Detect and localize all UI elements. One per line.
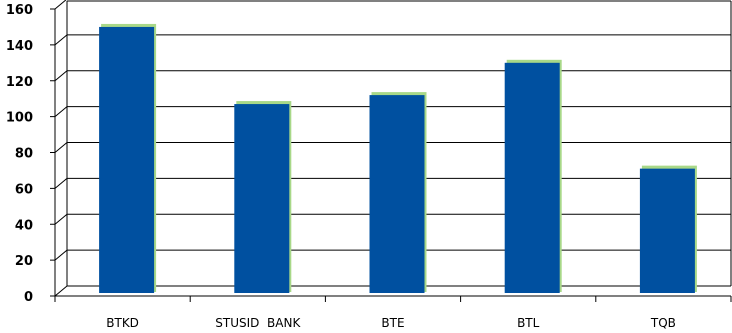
gridline-connector bbox=[54, 213, 68, 225]
y-tick-label: 60 bbox=[15, 182, 33, 197]
y-tick-label: 40 bbox=[15, 218, 33, 233]
bar bbox=[639, 168, 695, 293]
gridline-connector bbox=[54, 106, 68, 118]
bar bbox=[234, 104, 290, 293]
y-axis-ticks: 0 20 40 60 80 100 120 140 160 bbox=[6, 3, 55, 305]
gridline-connector bbox=[54, 34, 68, 46]
floor-connector bbox=[54, 285, 68, 297]
gridline-connector bbox=[54, 177, 68, 189]
x-tick-label: TQB bbox=[650, 316, 676, 330]
y-tick-label: 100 bbox=[6, 111, 33, 126]
y-tick-label: 140 bbox=[6, 39, 33, 54]
gridline-connector bbox=[54, 249, 68, 261]
y-tick-label: 80 bbox=[15, 147, 33, 162]
gridline-connector bbox=[54, 0, 67, 10]
bars bbox=[99, 23, 697, 293]
gridline-connector bbox=[54, 142, 68, 153]
bar bbox=[369, 95, 425, 293]
plot-frame bbox=[66, 0, 732, 286]
bar bbox=[504, 62, 560, 293]
y-tick-label: 120 bbox=[6, 75, 33, 90]
bar bbox=[99, 26, 155, 293]
y-tick-label: 0 bbox=[24, 290, 33, 305]
x-tick-label: BTE bbox=[381, 316, 404, 330]
y-tick-label: 20 bbox=[15, 254, 33, 269]
x-tick-label: BTKD bbox=[106, 316, 139, 330]
gridline-connector bbox=[54, 70, 68, 82]
x-axis-ticks: BTKD STUSID BANK BTE BTL TQB bbox=[54, 296, 732, 330]
x-tick-label: BTL bbox=[517, 316, 540, 330]
y-tick-label: 160 bbox=[6, 3, 33, 18]
x-tick-label: STUSID BANK bbox=[215, 316, 301, 330]
